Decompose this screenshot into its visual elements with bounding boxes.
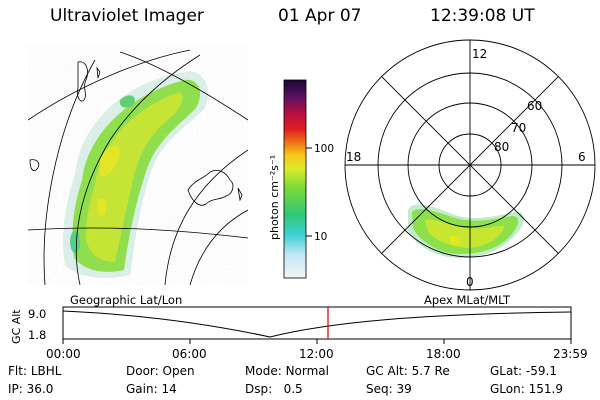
info-glat: GLat: -59.1 bbox=[490, 364, 557, 378]
polar-mlt-6: 6 bbox=[578, 150, 586, 164]
alt-ylabel: GC Alt bbox=[10, 309, 23, 344]
info-ip: IP: 36.0 bbox=[8, 382, 54, 396]
info-mode: Mode: Normal bbox=[245, 364, 329, 378]
header-time: 12:39:08 UT bbox=[430, 6, 535, 26]
info-glon: GLon: 151.9 bbox=[490, 382, 563, 396]
polar-mlt-0: 0 bbox=[466, 275, 474, 289]
polar-plot: 60 70 80 12 18 6 0 bbox=[344, 39, 596, 291]
info-door: Door: Open bbox=[126, 364, 195, 378]
info-flt: Flt: LBHL bbox=[8, 364, 62, 378]
colorbar-tick-100: 100 bbox=[314, 143, 334, 155]
time-tick-1800: 18:00 bbox=[426, 347, 461, 361]
geographic-map bbox=[28, 45, 248, 285]
time-tick-0600: 06:00 bbox=[172, 347, 207, 361]
geo-panel-label: Geographic Lat/Lon bbox=[70, 293, 182, 307]
colorbar-tick-10: 10 bbox=[314, 231, 327, 243]
info-gc-alt: GC Alt: 5.7 Re bbox=[366, 364, 450, 378]
instrument-title: Ultraviolet Imager bbox=[50, 6, 204, 26]
polar-lat-80: 80 bbox=[494, 140, 509, 154]
polar-lat-60: 60 bbox=[527, 99, 542, 113]
altitude-strip bbox=[62, 306, 572, 344]
info-dsp: Dsp: 0.5 bbox=[245, 382, 303, 396]
polar-mlt-18: 18 bbox=[346, 150, 361, 164]
polar-panel-label: Apex MLat/MLT bbox=[424, 293, 511, 307]
colorbar-unit-label: photon cm⁻²s⁻¹ bbox=[268, 155, 281, 240]
info-seq: Seq: 39 bbox=[366, 382, 412, 396]
alt-tick-9: 9.0 bbox=[28, 307, 46, 321]
alt-tick-1-8: 1.8 bbox=[28, 328, 46, 342]
time-tick-0000: 00:00 bbox=[46, 347, 81, 361]
colorbar bbox=[283, 79, 307, 279]
time-tick-2359: 23:59 bbox=[553, 347, 588, 361]
time-tick-1200: 12:00 bbox=[299, 347, 334, 361]
info-gain: Gain: 14 bbox=[126, 382, 177, 396]
polar-lat-70: 70 bbox=[511, 121, 526, 135]
header-date: 01 Apr 07 bbox=[278, 6, 362, 26]
polar-mlt-12: 12 bbox=[472, 47, 487, 61]
